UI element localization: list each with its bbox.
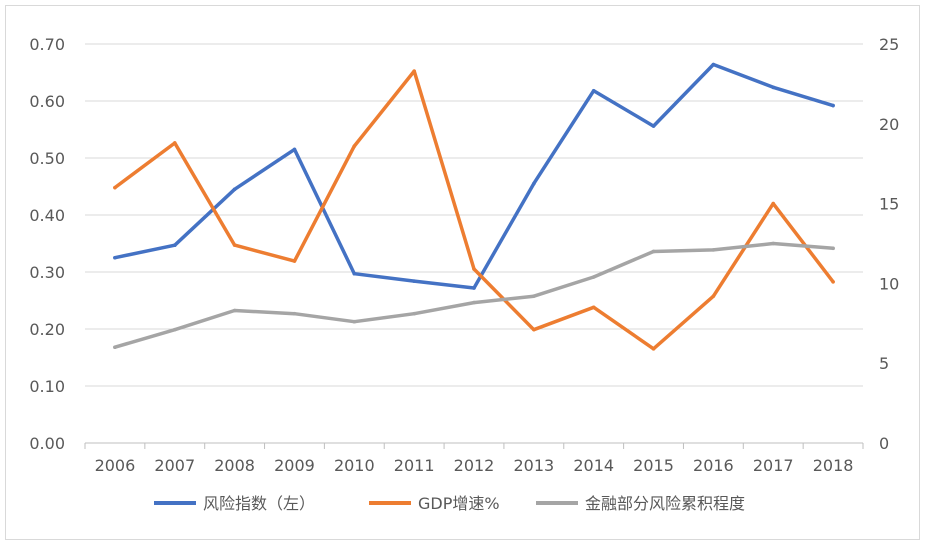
y-tick-label-right: 0 [879, 434, 889, 453]
x-tick-label: 2008 [214, 456, 255, 475]
series-line-3 [113, 241, 835, 349]
data-point [412, 279, 416, 283]
data-point [472, 286, 476, 290]
series-line-1 [113, 62, 835, 290]
y-axis-right: 0 5 10 15 20 25 [879, 35, 899, 453]
gridlines [85, 43, 863, 387]
data-point [292, 147, 297, 152]
data-point [113, 255, 117, 260]
y-tick-label-right: 20 [879, 115, 899, 134]
x-tick-label: 2012 [454, 456, 495, 475]
data-point [532, 181, 536, 186]
data-point [352, 319, 357, 324]
data-point [831, 103, 835, 108]
x-tick-label: 2018 [813, 456, 854, 475]
data-point [232, 308, 237, 313]
y-tick-label-right: 15 [879, 195, 899, 214]
x-tick-label: 2006 [95, 456, 136, 475]
y-tick-label-left: 0.70 [29, 35, 65, 54]
data-point [412, 69, 416, 73]
data-point [771, 201, 776, 206]
line-chart: 2006 2007 2008 2009 2010 2011 2012 2013 2014 2015… [29, 35, 899, 513]
data-point [831, 280, 835, 284]
data-point [172, 141, 177, 145]
x-tick-label: 2013 [513, 456, 554, 475]
y-tick-label-left: 0.10 [29, 377, 65, 396]
x-tick-label: 2007 [154, 456, 195, 475]
data-point [532, 294, 536, 298]
x-axis: 2006 2007 2008 2009 2010 2011 2012 2013 2014 2015… [84, 442, 864, 475]
y-axis-left: 0.00 0.10 0.20 0.30 0.40 0.50 0.60 0.70 [29, 35, 65, 453]
x-tick-label: 2015 [633, 456, 674, 475]
legend-label-2: GDP增速% [418, 494, 500, 513]
data-point [711, 62, 716, 67]
x-tick-label: 2011 [394, 456, 435, 475]
data-point [771, 85, 776, 90]
data-point [172, 243, 177, 248]
data-point [113, 185, 117, 190]
data-point [591, 88, 596, 93]
legend-label-3: 金融部分风险累积程度 [585, 494, 745, 513]
x-tick-label: 2017 [753, 456, 794, 475]
data-point [711, 248, 716, 252]
y-tick-label-right: 10 [879, 274, 899, 293]
chart-frame: 2006 2007 2008 2009 2010 2011 2012 2013 2014 2015… [5, 5, 920, 540]
x-tick-label: 2014 [573, 456, 614, 475]
series-line-2 [113, 69, 835, 351]
y-tick-label-left: 0.00 [29, 434, 65, 453]
data-point [292, 311, 297, 316]
y-tick-label-left: 0.40 [29, 206, 65, 225]
data-point [352, 144, 357, 148]
data-point [591, 305, 596, 310]
y-tick-label-left: 0.60 [29, 92, 65, 111]
x-tick-label: 2016 [693, 456, 734, 475]
data-point [651, 124, 656, 128]
data-point [113, 345, 117, 350]
data-point [232, 243, 237, 247]
data-point [651, 347, 656, 351]
data-point [711, 294, 716, 298]
x-tick-label: 2009 [274, 456, 315, 475]
y-tick-label-right: 5 [879, 354, 889, 373]
data-point [172, 327, 177, 332]
data-point [532, 327, 536, 332]
data-point [412, 311, 416, 316]
y-tick-label-left: 0.30 [29, 263, 65, 282]
y-tick-label-left: 0.20 [29, 320, 65, 339]
data-point [472, 267, 476, 271]
legend-label-1: 风险指数（左） [203, 494, 315, 513]
data-point [831, 246, 835, 251]
data-point [591, 275, 596, 279]
y-tick-label-left: 0.50 [29, 149, 65, 168]
series-lines [113, 62, 835, 351]
data-point [771, 241, 776, 246]
legend: 风险指数（左） GDP增速% 金融部分风险累积程度 [154, 494, 745, 513]
data-point [352, 271, 357, 276]
data-point [232, 187, 237, 192]
data-point [651, 249, 656, 254]
data-point [472, 300, 476, 305]
x-tick-label: 2010 [334, 456, 375, 475]
data-point [292, 259, 297, 263]
y-tick-label-right: 25 [879, 35, 899, 54]
